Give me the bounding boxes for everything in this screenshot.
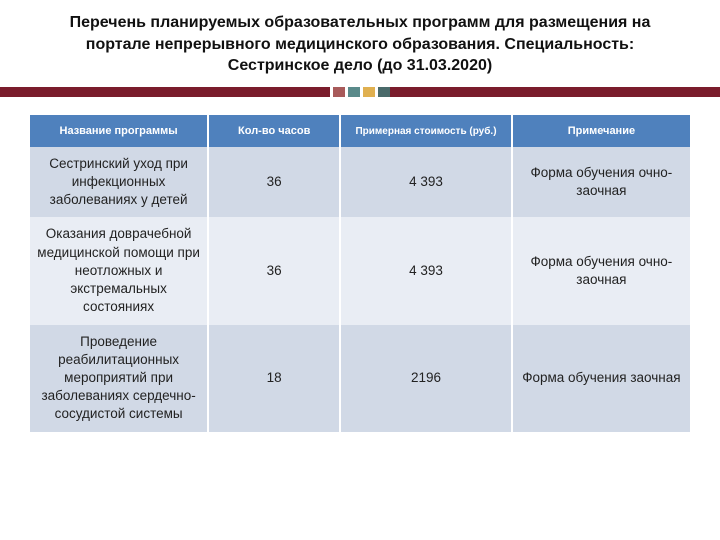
decor-stripe <box>0 87 720 97</box>
col-header-name: Название программы <box>30 115 208 147</box>
cell-hours: 18 <box>208 325 340 432</box>
col-header-note: Примечание <box>512 115 690 147</box>
cell-cost: 4 393 <box>340 217 512 324</box>
cell-note: Форма обучения заочная <box>512 325 690 432</box>
cell-name: Проведение реабилитационных мероприятий … <box>30 325 208 432</box>
stripe-segment <box>348 87 360 97</box>
table-row: Оказания доврачебной медицинской помощи … <box>30 217 690 324</box>
stripe-segment <box>0 87 330 97</box>
cell-cost: 4 393 <box>340 147 512 218</box>
table-row: Сестринский уход при инфекционных заболе… <box>30 147 690 218</box>
col-header-hours: Кол-во часов <box>208 115 340 147</box>
col-header-cost: Примерная стоимость (руб.) <box>340 115 512 147</box>
cell-cost: 2196 <box>340 325 512 432</box>
programs-table: Название программы Кол-во часов Примерна… <box>30 115 690 432</box>
stripe-segment <box>363 87 375 97</box>
stripe-segment <box>390 87 720 97</box>
cell-note: Форма обучения очно-заочная <box>512 217 690 324</box>
cell-note: Форма обучения очно-заочная <box>512 147 690 218</box>
cell-name: Оказания доврачебной медицинской помощи … <box>30 217 208 324</box>
cell-name: Сестринский уход при инфекционных заболе… <box>30 147 208 218</box>
stripe-segment <box>333 87 345 97</box>
table-row: Проведение реабилитационных мероприятий … <box>30 325 690 432</box>
cell-hours: 36 <box>208 147 340 218</box>
table-header-row: Название программы Кол-во часов Примерна… <box>30 115 690 147</box>
cell-hours: 36 <box>208 217 340 324</box>
stripe-segment <box>378 87 390 97</box>
page-title: Перечень планируемых образовательных про… <box>0 0 720 87</box>
